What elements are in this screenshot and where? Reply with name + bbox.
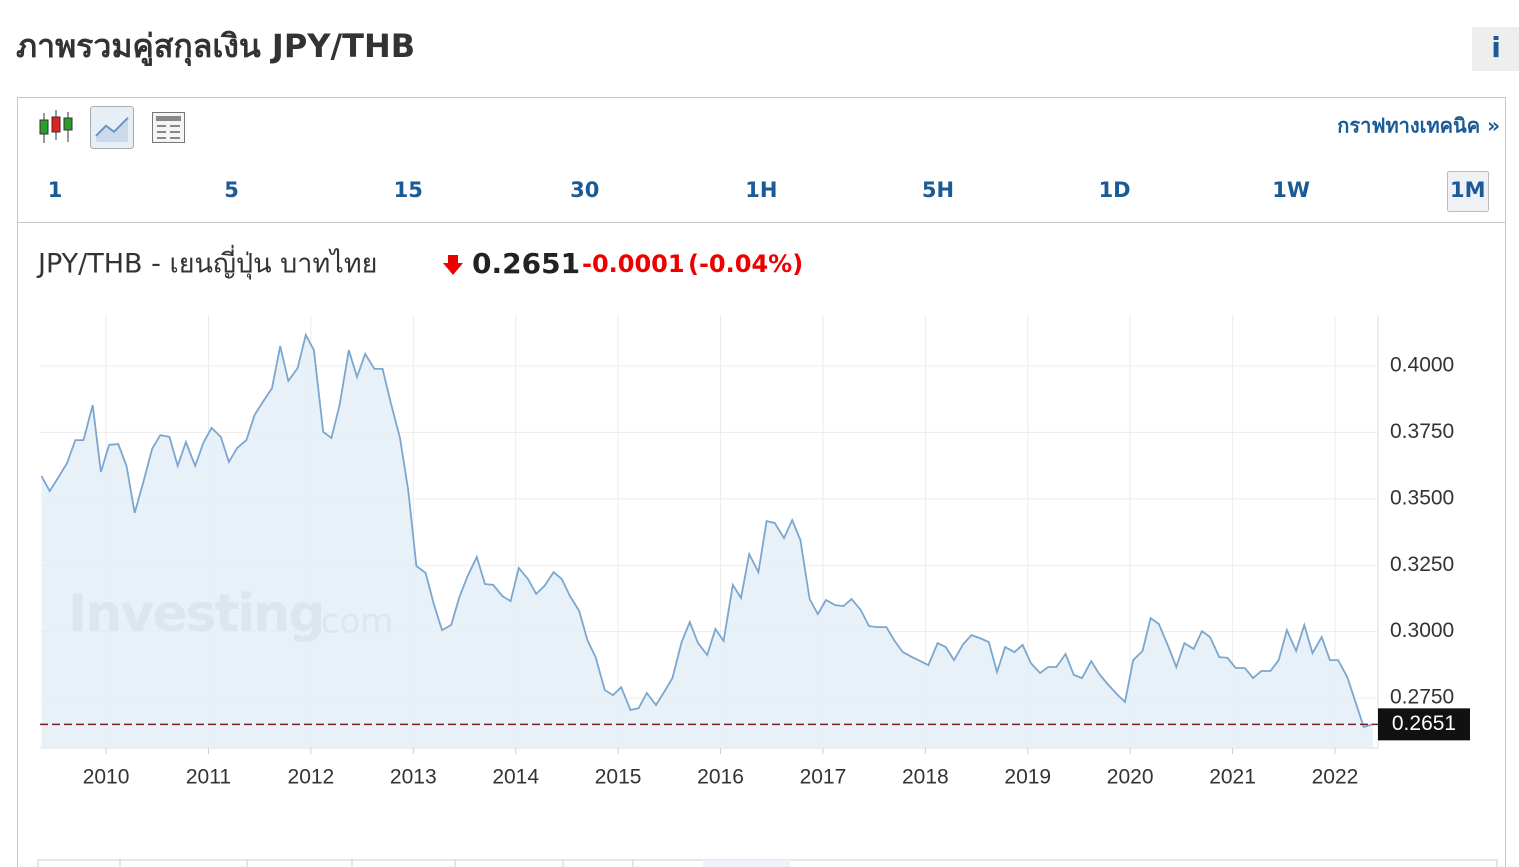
x-tick-label: 2019 <box>1004 766 1051 789</box>
y-tick-label: 0.4000 <box>1390 354 1454 377</box>
timeframe-button[interactable]: 30 <box>570 178 599 202</box>
instrument-name: JPY/THB - เยนญี่ปุ่น บาทไทย <box>36 245 377 281</box>
x-tick-label: 2015 <box>595 766 642 789</box>
technical-link[interactable]: กราฟทางเทคนิค » <box>1337 114 1500 138</box>
timeframe-button[interactable]: 15 <box>394 178 423 202</box>
x-tick-label: 2018 <box>902 766 949 789</box>
timeframe-selected <box>1447 171 1489 212</box>
candlestick-icon[interactable] <box>39 110 73 143</box>
info-icon[interactable]: i <box>1491 31 1501 64</box>
x-tick-label: 2021 <box>1209 766 1256 789</box>
x-tick-label: 2014 <box>492 766 539 789</box>
x-tick-label: 2013 <box>390 766 437 789</box>
down-arrow <box>443 255 463 275</box>
change: -0.0001 <box>582 250 685 278</box>
timeframe-button[interactable]: 5 <box>224 178 239 202</box>
x-tick-label: 2020 <box>1107 766 1154 789</box>
price-line <box>40 332 1374 729</box>
x-tick-label: 2022 <box>1312 766 1359 789</box>
timeframe-button[interactable]: 1H <box>745 178 777 202</box>
last-price-label: 0.2651 <box>1392 712 1456 735</box>
timeframe-button[interactable]: 5H <box>922 178 954 202</box>
plot: 0.2750 0.3000 0.3250 0.3500 0.3750 0.4000 2010… <box>40 315 1470 789</box>
bottom-tabs <box>37 859 1498 867</box>
timeframe-button[interactable]: 1D <box>1099 178 1131 202</box>
x-tick-label: 2016 <box>697 766 744 789</box>
timeframes: 1 5 15 30 1H 5H 1D 1W 1M <box>48 178 1486 202</box>
timeframe-button[interactable]: 1W <box>1272 178 1310 202</box>
timeframe-button[interactable]: 1M <box>1450 178 1486 202</box>
x-tick-label: 2011 <box>186 766 231 789</box>
line-icon[interactable] <box>90 106 134 149</box>
y-tick-label: 0.3250 <box>1390 553 1454 576</box>
y-tick-label: 0.3000 <box>1390 619 1454 642</box>
last-price-tag <box>1378 708 1470 741</box>
timeframe-button[interactable]: 1 <box>48 178 63 202</box>
area-fill <box>41 334 1373 748</box>
price: 0.2651 <box>472 247 580 280</box>
info-button[interactable] <box>1472 27 1519 71</box>
change-percent: (-0.04%) <box>688 250 803 278</box>
y-tick-label: 0.3750 <box>1390 420 1454 443</box>
table-icon[interactable] <box>152 112 185 143</box>
page-title: ภาพรวมคู่สกุลเงิน JPY/THB <box>16 27 415 67</box>
y-tick-label: 0.3500 <box>1390 486 1454 509</box>
y-tick-label: 0.2750 <box>1390 686 1454 709</box>
x-tick-label: 2012 <box>288 766 335 789</box>
x-tick-label: 2010 <box>83 766 130 789</box>
x-tick-label: 2017 <box>800 766 847 789</box>
